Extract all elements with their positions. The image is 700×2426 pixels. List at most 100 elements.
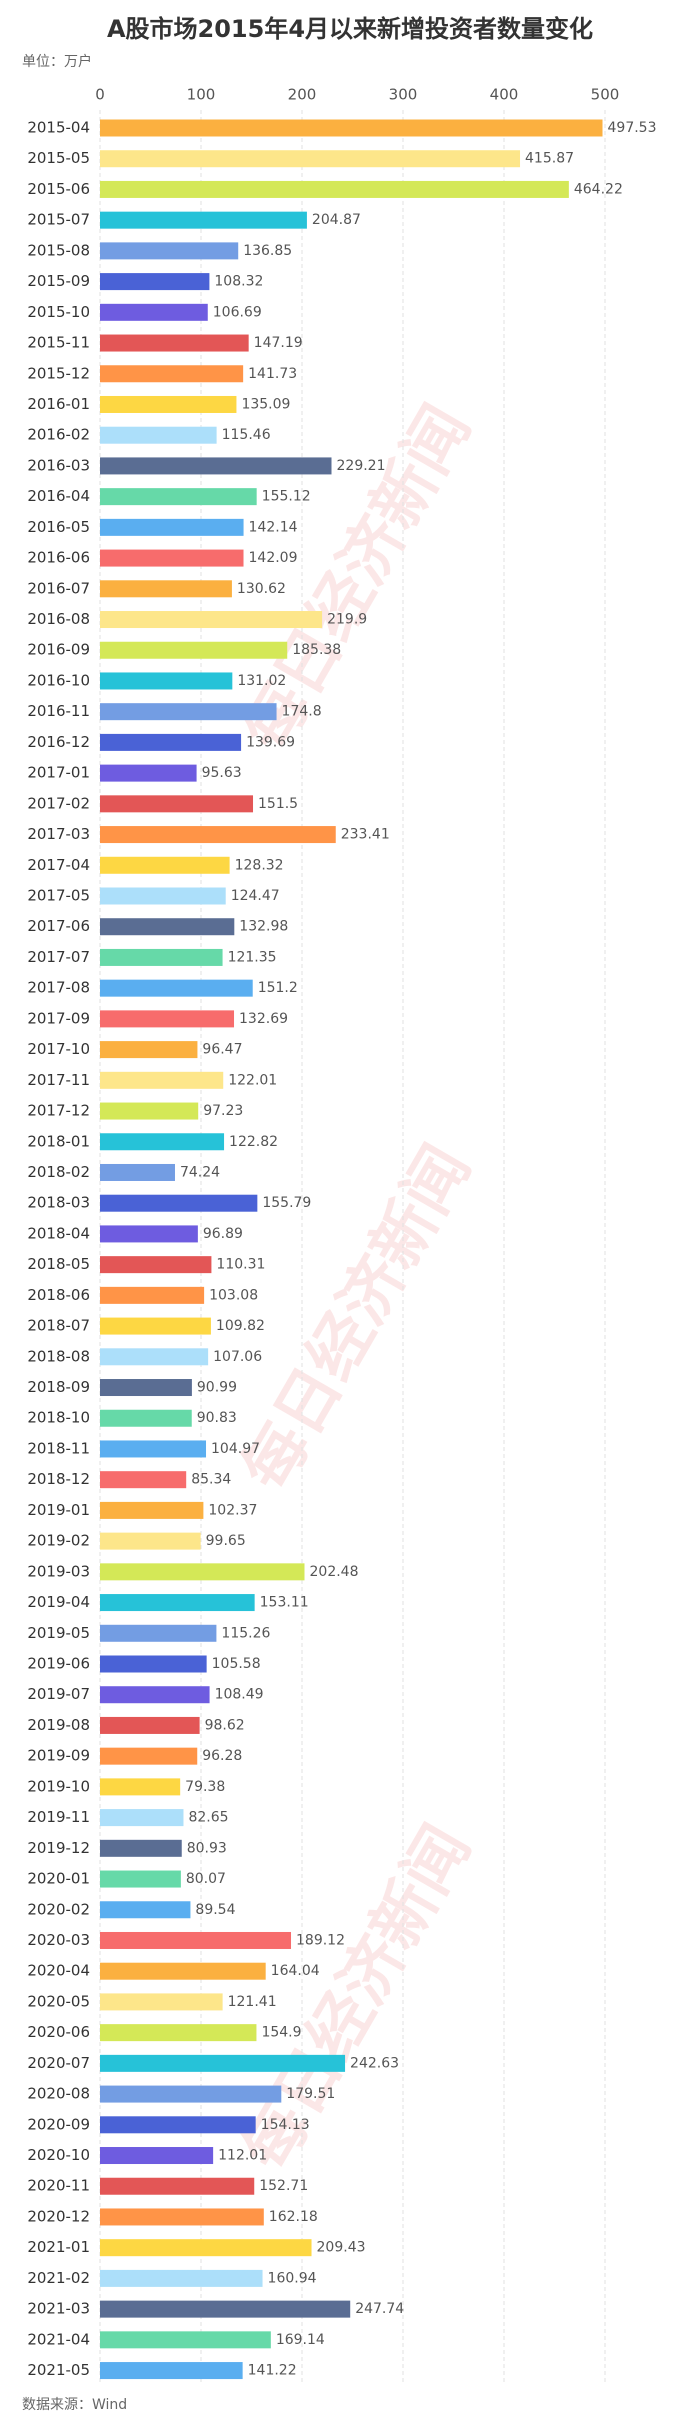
value-label: 169.14 xyxy=(276,2332,325,2348)
bar xyxy=(100,1348,209,1366)
y-tick-label: 2018-04 xyxy=(27,1224,90,1242)
bar xyxy=(100,2147,214,2165)
y-tick-label: 2020-08 xyxy=(27,2085,90,2103)
y-tick-label: 2016-09 xyxy=(27,641,90,659)
y-tick-label: 2015-04 xyxy=(27,119,90,137)
value-label: 141.22 xyxy=(248,2363,297,2379)
value-label: 139.69 xyxy=(246,734,295,750)
y-tick-label: 2020-06 xyxy=(27,2023,90,2041)
watermark: 每日经济新闻 xyxy=(229,1134,485,1504)
y-tick-label: 2017-07 xyxy=(27,948,90,966)
y-tick-label: 2015-10 xyxy=(27,303,90,321)
y-tick-label: 2019-11 xyxy=(27,1808,90,1826)
y-tick-label: 2021-04 xyxy=(27,2330,90,2348)
value-label: 152.71 xyxy=(259,2178,308,2194)
value-label: 74.24 xyxy=(180,1164,220,1180)
bar xyxy=(100,1870,181,1888)
y-tick-label: 2016-07 xyxy=(27,579,90,597)
bar xyxy=(100,1624,217,1642)
bar xyxy=(100,334,249,352)
bar xyxy=(100,2116,256,2134)
bar xyxy=(100,1409,192,1427)
bar xyxy=(100,303,208,321)
y-tick-label: 2019-09 xyxy=(27,1747,90,1765)
value-label: 97.23 xyxy=(203,1103,243,1119)
value-label: 103.08 xyxy=(209,1287,258,1303)
bar xyxy=(100,733,242,751)
value-label: 90.99 xyxy=(197,1380,237,1396)
value-label: 202.48 xyxy=(310,1564,359,1580)
value-label: 151.2 xyxy=(258,980,298,996)
y-tick-label: 2017-11 xyxy=(27,1071,90,1089)
y-tick-label: 2019-01 xyxy=(27,1501,90,1519)
bar xyxy=(100,365,244,383)
bar xyxy=(100,1102,199,1120)
bar xyxy=(100,1993,223,2011)
value-label: 96.89 xyxy=(203,1226,243,1242)
bar xyxy=(100,1594,255,1612)
y-tick-label: 2019-12 xyxy=(27,1839,90,1857)
bar xyxy=(100,211,307,229)
value-label: 154.13 xyxy=(261,2117,310,2133)
bar xyxy=(100,242,239,260)
y-tick-label: 2018-12 xyxy=(27,1470,90,1488)
value-label: 185.38 xyxy=(292,642,341,658)
value-label: 415.87 xyxy=(525,151,574,167)
y-tick-label: 2016-11 xyxy=(27,702,90,720)
bar xyxy=(100,1931,292,1949)
value-label: 247.74 xyxy=(355,2301,404,2317)
value-label: 174.8 xyxy=(282,704,322,720)
bar xyxy=(100,1010,235,1028)
value-label: 107.06 xyxy=(213,1349,262,1365)
y-tick-label: 2017-03 xyxy=(27,825,90,843)
y-tick-label: 2018-08 xyxy=(27,1347,90,1365)
y-tick-label: 2020-02 xyxy=(27,1900,90,1918)
y-tick-label: 2020-11 xyxy=(27,2177,90,2195)
y-tick-label: 2015-11 xyxy=(27,334,90,352)
y-tick-label: 2016-01 xyxy=(27,395,90,413)
value-label: 209.43 xyxy=(317,2240,366,2256)
value-label: 115.26 xyxy=(221,1625,270,1641)
y-tick-label: 2018-01 xyxy=(27,1132,90,1150)
bar xyxy=(100,2085,282,2103)
bar xyxy=(100,1225,198,1243)
bar xyxy=(100,1041,198,1059)
value-label: 464.22 xyxy=(574,181,623,197)
bar xyxy=(100,887,226,905)
value-label: 189.12 xyxy=(296,1932,345,1948)
x-tick-label: 200 xyxy=(288,86,317,104)
y-tick-label: 2016-03 xyxy=(27,456,90,474)
value-label: 131.02 xyxy=(237,673,286,689)
y-tick-label: 2020-03 xyxy=(27,1931,90,1949)
y-tick-label: 2018-07 xyxy=(27,1317,90,1335)
value-label: 121.35 xyxy=(228,949,277,965)
y-tick-label: 2020-04 xyxy=(27,1962,90,1980)
value-label: 151.5 xyxy=(258,796,298,812)
y-tick-label: 2016-08 xyxy=(27,610,90,628)
bar xyxy=(100,549,244,567)
value-label: 110.31 xyxy=(216,1257,265,1273)
bar xyxy=(100,795,254,813)
value-label: 98.62 xyxy=(205,1717,245,1733)
bar xyxy=(100,2024,257,2042)
bar xyxy=(100,395,237,413)
y-tick-label: 2015-06 xyxy=(27,180,90,198)
value-label: 105.58 xyxy=(212,1656,261,1672)
y-tick-label: 2019-07 xyxy=(27,1685,90,1703)
bar xyxy=(100,457,332,475)
value-label: 162.18 xyxy=(269,2209,318,2225)
bar xyxy=(100,2054,346,2072)
bar xyxy=(100,979,253,997)
value-label: 147.19 xyxy=(254,335,303,351)
y-tick-label: 2020-09 xyxy=(27,2115,90,2133)
y-tick-label: 2018-02 xyxy=(27,1163,90,1181)
value-label: 219.9 xyxy=(327,612,367,628)
y-tick-label: 2016-04 xyxy=(27,487,90,505)
bar xyxy=(100,948,223,966)
y-tick-label: 2017-12 xyxy=(27,1102,90,1120)
bar xyxy=(100,1563,305,1581)
y-tick-label: 2018-05 xyxy=(27,1255,90,1273)
value-label: 179.51 xyxy=(286,2086,335,2102)
y-tick-label: 2016-10 xyxy=(27,671,90,689)
